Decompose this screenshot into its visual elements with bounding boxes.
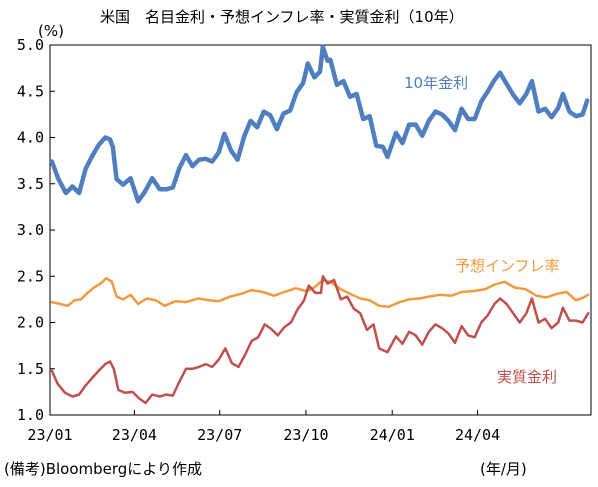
x-tick-label: 24/04 <box>455 426 500 444</box>
chart-title: 米国 名目金利・予想インフレ率・実質金利（10年） <box>100 8 464 26</box>
x-tick-label: 23/10 <box>283 426 328 444</box>
y-tick-label: 2.5 <box>17 267 44 285</box>
x-axis-unit-label: (年/月) <box>480 460 527 478</box>
series-label-real-rate: 実質金利 <box>497 368 557 386</box>
series-lines <box>49 44 590 405</box>
x-tick-label: 23/07 <box>197 426 242 444</box>
y-axis: 1.0 1.5 2.0 2.5 3.0 3.5 4.0 4.5 5.0 <box>17 36 55 424</box>
y-tick-label: 2.0 <box>17 314 44 332</box>
y-tick-label: 3.5 <box>17 175 44 193</box>
series-label-nominal-rate: 10年金利 <box>404 74 468 92</box>
plot-frame <box>49 44 592 416</box>
x-tick-label: 24/01 <box>370 426 415 444</box>
series-label-expected-inflation: 予想インフレ率 <box>455 257 560 275</box>
y-tick-label: 1.5 <box>17 360 44 378</box>
x-tick-label: 23/01 <box>27 426 72 444</box>
plot-area <box>49 44 592 416</box>
y-tick-label: 5.0 <box>17 36 44 54</box>
series-line-nominal-rate <box>49 44 590 204</box>
y-tick-label: 1.0 <box>17 406 44 424</box>
source-note: (備考)Bloombergにより作成 <box>4 460 202 478</box>
y-tick-label: 4.0 <box>17 129 44 147</box>
x-axis: 23/01 23/04 23/07 23/10 24/01 24/04 <box>27 410 500 444</box>
y-tick-label: 4.5 <box>17 82 44 100</box>
y-tick-label: 3.0 <box>17 221 44 239</box>
series-line-real-rate <box>50 275 590 405</box>
y-axis-unit-label: (%) <box>38 22 64 40</box>
x-tick-label: 23/04 <box>112 426 157 444</box>
